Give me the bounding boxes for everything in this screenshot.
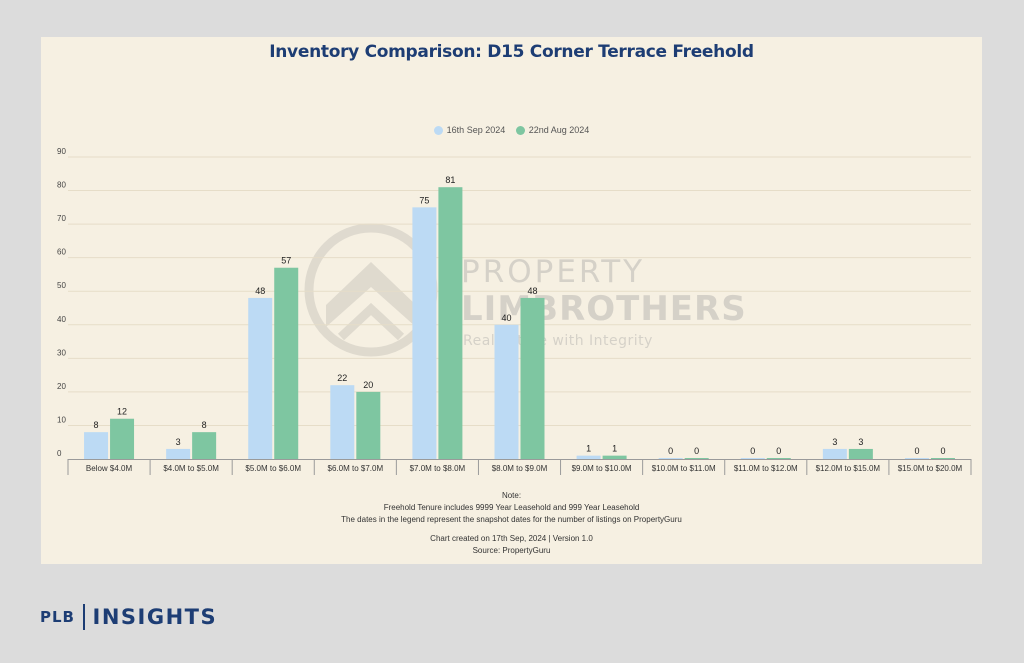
data-label-series-2: 20: [363, 380, 373, 390]
bar-series-1: [658, 458, 683, 459]
y-tick-label: 30: [57, 348, 66, 357]
bar-series-2: [684, 458, 709, 459]
legend-swatch-series-2: [515, 125, 525, 135]
note-line-2: The dates in the legend represent the sn…: [341, 515, 682, 524]
brand-logo: PLB INSIGHTS: [40, 604, 217, 630]
y-tick-label: 70: [57, 214, 66, 223]
y-tick-label: 90: [57, 147, 66, 156]
x-tick-label: $10.0M to $11.0M: [652, 464, 716, 473]
legend-item-series-2: 22nd Aug 2024: [515, 125, 590, 135]
bar-series-2: [602, 455, 627, 459]
bar-series-1: [248, 297, 273, 459]
bar-series-1: [494, 324, 519, 459]
brand-insights: INSIGHTS: [92, 605, 218, 629]
note-source: Source: PropertyGuru: [472, 546, 551, 555]
data-label-series-1: 0: [750, 446, 755, 456]
bar-series-2: [438, 187, 463, 459]
data-label-series-1: 40: [501, 313, 511, 323]
data-label-series-2: 48: [527, 286, 537, 296]
data-label-series-1: 3: [832, 437, 837, 447]
data-label-series-2: 81: [445, 175, 455, 185]
legend-swatch-series-1: [433, 125, 443, 135]
legend-label-series-1: 16th Sep 2024: [446, 125, 506, 135]
data-label-series-1: 75: [419, 195, 429, 205]
data-label-series-2: 8: [202, 420, 207, 430]
bar-series-2: [520, 297, 545, 459]
note-heading: Note:: [501, 491, 522, 500]
x-tick-label: $9.0M to $10.0M: [572, 464, 632, 473]
y-tick-label: 50: [57, 281, 66, 290]
bar-series-2: [848, 448, 873, 459]
watermark-line-2: LIMBROTHERS: [461, 289, 747, 329]
data-label-series-2: 3: [858, 437, 863, 447]
bar-series-1: [330, 385, 355, 459]
y-tick-label: 80: [57, 181, 66, 190]
y-tick-label: 40: [57, 315, 66, 324]
data-label-series-1: 0: [914, 446, 919, 456]
data-label-series-2: 0: [940, 446, 945, 456]
y-tick-label: 20: [57, 382, 66, 391]
bar-series-2: [274, 267, 299, 459]
bar-series-1: [412, 207, 437, 459]
note-line-3: Chart created on 17th Sep, 2024 | Versio…: [430, 534, 593, 543]
bar-series-2: [356, 391, 381, 459]
legend-item-series-1: 16th Sep 2024: [433, 125, 506, 135]
legend-label-series-2: 22nd Aug 2024: [528, 125, 590, 135]
data-label-series-1: 3: [176, 437, 181, 447]
data-label-series-1: 48: [255, 286, 265, 296]
x-tick-label: $6.0M to $7.0M: [328, 464, 384, 473]
x-tick-label: $5.0M to $6.0M: [245, 464, 301, 473]
chart-title: Inventory Comparison: D15 Corner Terrace…: [269, 42, 754, 62]
x-tick-label: $8.0M to $9.0M: [492, 464, 548, 473]
bar-series-1: [740, 458, 765, 459]
x-tick-label: $4.0M to $5.0M: [163, 464, 219, 473]
x-tick-label: $12.0M to $15.0M: [816, 464, 881, 473]
bar-series-2: [110, 418, 135, 459]
bar-series-1: [166, 448, 191, 459]
data-label-series-1: 0: [668, 446, 673, 456]
bar-series-2: [192, 432, 217, 459]
bar-series-1: [84, 432, 109, 459]
bar-series-1: [822, 448, 847, 459]
chart-notes: Note: Freehold Tenure includes 9999 Year…: [41, 490, 982, 557]
x-tick-label: Below $4.0M: [86, 464, 133, 473]
data-label-series-1: 22: [337, 373, 347, 383]
data-label-series-2: 0: [694, 446, 699, 456]
brand-separator: [83, 604, 85, 630]
data-label-series-2: 57: [281, 256, 291, 266]
legend: 16th Sep 2024 22nd Aug 2024: [41, 125, 982, 137]
data-label-series-2: 0: [776, 446, 781, 456]
bar-series-2: [766, 458, 791, 459]
bar-series-2: [930, 458, 955, 459]
brand-plb: PLB: [40, 608, 75, 626]
y-tick-label: 0: [57, 449, 62, 458]
note-line-1: Freehold Tenure includes 9999 Year Lease…: [383, 503, 640, 512]
data-label-series-2: 12: [117, 407, 127, 417]
data-label-series-1: 8: [94, 420, 99, 430]
y-tick-label: 10: [57, 415, 66, 424]
x-tick-label: $7.0M to $8.0M: [410, 464, 466, 473]
bar-series-1: [576, 455, 601, 459]
chart-card: Inventory Comparison: D15 Corner Terrace…: [41, 37, 982, 564]
y-tick-label: 60: [57, 248, 66, 257]
data-label-series-2: 1: [612, 444, 617, 454]
data-label-series-1: 1: [586, 444, 591, 454]
x-tick-label: $15.0M to $20.0M: [898, 464, 963, 473]
bar-series-1: [904, 458, 929, 459]
watermark-line-1: PROPERTY: [461, 254, 645, 290]
x-tick-label: $11.0M to $12.0M: [734, 464, 798, 473]
